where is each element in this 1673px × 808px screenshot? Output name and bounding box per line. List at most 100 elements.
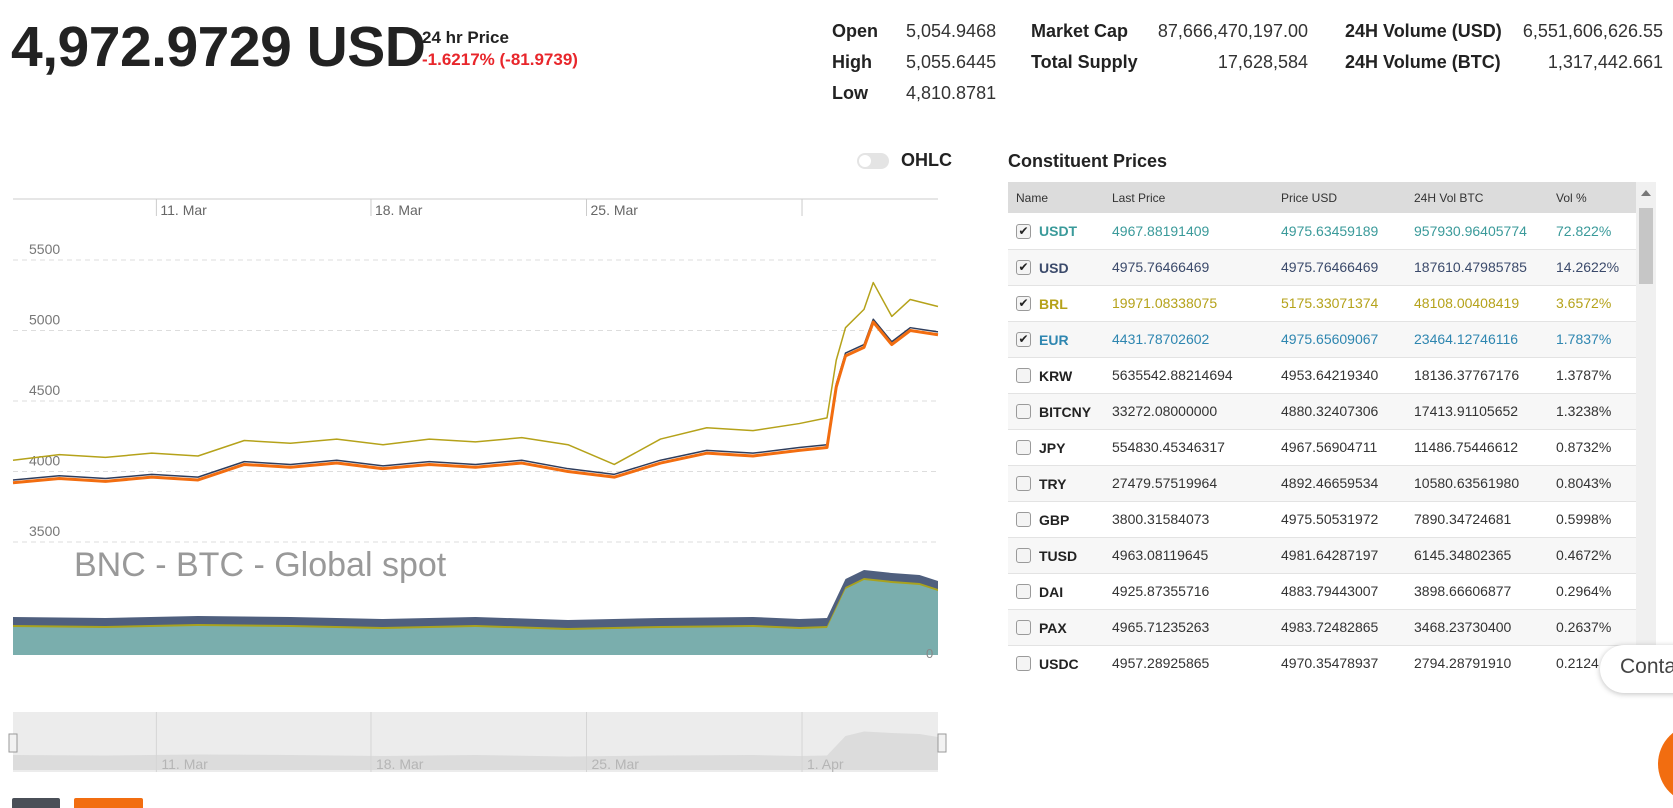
cell-vol-btc: 11486.75446612	[1406, 429, 1548, 466]
row-checkbox[interactable]: ✔	[1016, 332, 1031, 348]
cell-last-price: 4925.87355716	[1104, 573, 1273, 610]
stat-high-value: 5,055.6445	[906, 52, 997, 72]
cell-price-usd: 4981.64287197	[1273, 537, 1406, 574]
cell-name: ✔ USD	[1008, 249, 1104, 286]
cell-name: JPY	[1008, 429, 1104, 466]
cell-vol-btc: 23464.12746116	[1406, 321, 1548, 358]
stat-market-cap-label: Market Cap	[1031, 21, 1129, 41]
contact-button[interactable]: Conta	[1600, 645, 1673, 693]
row-checkbox[interactable]	[1016, 368, 1031, 384]
table-row: USDC 4957.28925865 4970.35478937 2794.28791…	[1008, 645, 1636, 680]
col-vol-pct-header[interactable]: Vol %	[1548, 182, 1636, 213]
stat-volume-usd-value: 6,551,606,626.55	[1522, 21, 1663, 41]
row-checkbox[interactable]: ✔	[1016, 296, 1031, 312]
currency-name: USD	[1039, 259, 1069, 276]
row-checkbox[interactable]	[1016, 440, 1031, 456]
table-row: TUSD 4963.08119645 4981.64287197 6145.34802…	[1008, 537, 1636, 574]
currency-name: BITCNY	[1039, 403, 1092, 420]
table-scrollbar[interactable]	[1636, 182, 1656, 680]
currency-name: BRL	[1039, 295, 1068, 312]
row-checkbox[interactable]: ✔	[1016, 223, 1031, 239]
cell-price-usd: 4975.65609067	[1273, 321, 1406, 358]
col-price-usd-header[interactable]: Price USD	[1273, 182, 1406, 213]
table-row: PAX 4965.71235263 4983.72482865 3468.237304…	[1008, 609, 1636, 646]
row-checkbox[interactable]	[1016, 548, 1031, 564]
table-row: TRY 27479.57519964 4892.46659534 10580.6356…	[1008, 465, 1636, 502]
ohlc-toggle-group[interactable]: OHLC	[857, 150, 952, 171]
cell-vol-btc: 7890.34724681	[1406, 501, 1548, 538]
currency-name: TRY	[1039, 475, 1067, 492]
navigator-handle-right[interactable]	[937, 733, 947, 753]
stats-col-1: Open 5,054.9468 High 5,055.6445 Low 4,810.8…	[832, 16, 996, 109]
cell-vol-pct: 1.3787%	[1548, 357, 1636, 394]
constituent-prices-title: Constituent Prices	[1008, 151, 1168, 171]
table-row: KRW 5635542.88214694 4953.64219340 18136.37…	[1008, 357, 1636, 394]
chat-launcher-button[interactable]	[1658, 724, 1673, 804]
cell-vol-pct: 0.8732%	[1548, 429, 1636, 466]
col-vol-btc-header[interactable]: 24H Vol BTC	[1406, 182, 1548, 213]
row-checkbox[interactable]	[1016, 404, 1031, 420]
series-line-1	[12, 281, 939, 466]
stat-total-supply-value: 17,628,584	[1217, 52, 1308, 72]
cell-vol-btc: 2794.28791910	[1406, 645, 1548, 680]
cell-name: GBP	[1008, 501, 1104, 538]
series-line-2	[12, 318, 939, 481]
cell-name: ✔ USDT	[1008, 213, 1104, 250]
cell-price-usd: 4983.72482865	[1273, 609, 1406, 646]
navigator-handle-left[interactable]	[8, 733, 18, 753]
price-24h-block: 24 hr Price -1.6217% (-81.9739)	[422, 28, 578, 70]
cell-last-price: 4967.88191409	[1104, 213, 1273, 250]
navigator-chart[interactable]: 11. Mar 18. Mar 25. Mar 1. Apr	[0, 712, 950, 774]
cell-vol-btc: 3898.66606877	[1406, 573, 1548, 610]
cell-name: TRY	[1008, 465, 1104, 502]
row-checkbox[interactable]	[1016, 620, 1031, 636]
currency-name: USDT	[1039, 223, 1078, 240]
stat-volume-usd-label: 24H Volume (USD)	[1345, 21, 1502, 41]
price-chart[interactable]: 11. Mar 18. Mar 25. Mar 5500 5000 4500 4000 350…	[0, 180, 950, 670]
row-checkbox[interactable]	[1016, 476, 1031, 492]
row-checkbox[interactable]	[1016, 656, 1031, 672]
scroll-up-icon[interactable]	[1641, 190, 1651, 196]
table-row: GBP 3800.31584073 4975.50531972 7890.347246…	[1008, 501, 1636, 538]
orange-button[interactable]	[74, 798, 143, 808]
dark-button[interactable]	[12, 798, 60, 808]
y-tick-label: 3500	[29, 523, 60, 539]
constituent-prices-table: Name Last Price Price USD 24H Vol BTC Vo…	[1008, 182, 1636, 680]
table-row: JPY 554830.45346317 4967.56904711 11486.754…	[1008, 429, 1636, 466]
cell-last-price: 4431.78702602	[1104, 321, 1273, 358]
ohlc-toggle-label: OHLC	[901, 150, 952, 170]
cell-vol-pct: 0.5998%	[1548, 501, 1636, 538]
table-row: ✔ EUR 4431.78702602 4975.65609067 23464.1274…	[1008, 321, 1636, 358]
cell-name: BITCNY	[1008, 393, 1104, 430]
ohlc-toggle-switch[interactable]	[857, 152, 889, 169]
cell-name: PAX	[1008, 609, 1104, 646]
row-checkbox[interactable]: ✔	[1016, 260, 1031, 276]
cell-last-price: 3800.31584073	[1104, 501, 1273, 538]
cell-name: KRW	[1008, 357, 1104, 394]
stat-open-value: 5,054.9468	[906, 21, 997, 41]
cell-price-usd: 4975.50531972	[1273, 501, 1406, 538]
row-checkbox[interactable]	[1016, 512, 1031, 528]
x-tick-label: 25. Mar	[591, 202, 639, 218]
cell-price-usd: 4880.32407306	[1273, 393, 1406, 430]
stat-low-value: 4,810.8781	[906, 83, 997, 103]
col-last-price-header[interactable]: Last Price	[1104, 182, 1273, 213]
y-tick-label: 4500	[29, 382, 60, 398]
stat-high-label: High	[832, 52, 872, 72]
row-checkbox[interactable]	[1016, 584, 1031, 600]
col-name-header[interactable]: Name	[1008, 182, 1104, 213]
volume-axis-label: 0	[926, 646, 933, 661]
currency-name: TUSD	[1039, 547, 1078, 564]
cell-name: ✔ BRL	[1008, 285, 1104, 322]
cell-vol-btc: 6145.34802365	[1406, 537, 1548, 574]
cell-price-usd: 4975.63459189	[1273, 213, 1406, 250]
currency-name: KRW	[1039, 367, 1073, 384]
cell-vol-pct: 0.8043%	[1548, 465, 1636, 502]
cell-name: DAI	[1008, 573, 1104, 610]
stats-col-2: Market Cap 87,666,470,197.00 Total Supply…	[1031, 16, 1308, 78]
scroll-thumb[interactable]	[1639, 208, 1653, 284]
table-row: ✔ USD 4975.76466469 4975.76466469 187610.479…	[1008, 249, 1636, 286]
cell-price-usd: 4975.76466469	[1273, 249, 1406, 286]
stat-volume-btc-value: 1,317,442.661	[1547, 52, 1663, 72]
price-24h-change: -1.6217% (-81.9739)	[422, 50, 578, 69]
